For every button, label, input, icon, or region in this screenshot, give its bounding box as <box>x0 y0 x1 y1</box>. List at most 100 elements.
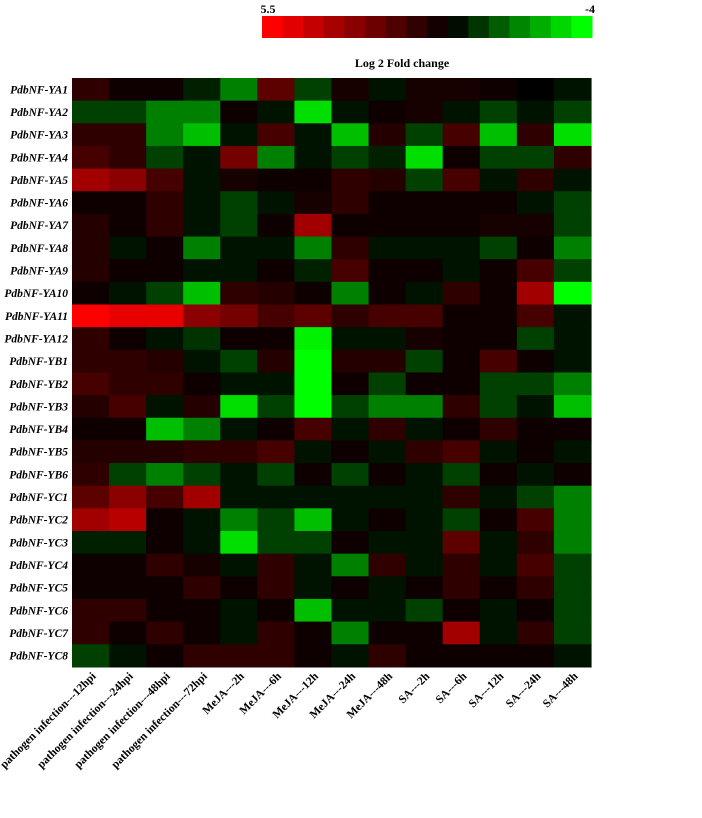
heatmap-cell <box>183 485 221 509</box>
heatmap-cell <box>331 123 370 147</box>
heatmap-cell <box>294 417 333 441</box>
heatmap-cell <box>479 598 518 623</box>
heatmap-cell <box>516 281 555 306</box>
row-label: PdbNF-YA4 <box>10 152 68 164</box>
heatmap-cell <box>109 553 147 577</box>
heatmap-cell <box>368 576 407 600</box>
heatmap-cell <box>109 576 147 600</box>
heatmap-cell <box>257 145 296 170</box>
heatmap-cell <box>183 259 221 283</box>
heatmap-cell <box>72 576 110 600</box>
heatmap-cell <box>146 485 184 509</box>
heatmap-cell <box>220 281 258 306</box>
color-scale-step <box>530 16 552 38</box>
heatmap-cell <box>183 100 221 124</box>
heatmap-cell <box>442 100 481 124</box>
heatmap-cell <box>220 213 258 238</box>
heatmap-cell <box>331 304 370 328</box>
heatmap-cell <box>257 531 296 555</box>
heatmap-cell <box>146 349 184 374</box>
heatmap-cell <box>405 621 444 645</box>
heatmap-cell <box>368 508 407 532</box>
heatmap-cell <box>516 644 555 668</box>
heatmap-cell <box>146 281 184 306</box>
column-label: SA---24h <box>504 670 544 710</box>
heatmap-cell <box>405 327 444 351</box>
heatmap-cell <box>220 304 258 328</box>
heatmap-cell <box>368 281 407 306</box>
heatmap-cell <box>516 417 555 441</box>
heatmap-cell <box>331 644 370 668</box>
heatmap-cell <box>331 100 370 124</box>
heatmap-cell <box>72 553 110 577</box>
heatmap-cell <box>479 281 518 306</box>
heatmap-cell <box>553 213 592 238</box>
heatmap-cell <box>442 395 481 419</box>
heatmap-cell <box>257 372 296 396</box>
heatmap-cell <box>146 259 184 283</box>
row-label: PdbNF-YA11 <box>5 311 68 323</box>
heatmap-cell <box>257 213 296 238</box>
heatmap-cell <box>368 531 407 555</box>
heatmap-cell <box>220 644 258 668</box>
heatmap-cell <box>109 349 147 374</box>
row-label: PdbNF-YC7 <box>9 628 69 640</box>
heatmap-cell <box>368 372 407 396</box>
heatmap-cell <box>72 440 110 464</box>
heatmap-cell <box>294 191 333 215</box>
heatmap-cell <box>479 508 518 532</box>
heatmap-cell <box>553 78 592 102</box>
heatmap-cell <box>442 417 481 441</box>
heatmap-cell <box>479 78 518 102</box>
heatmap-cell <box>146 145 184 170</box>
color-scale-step <box>406 16 428 38</box>
heatmap-cell <box>442 168 481 192</box>
heatmap-cell <box>516 463 555 487</box>
heatmap-cell <box>516 168 555 192</box>
heatmap-cell <box>72 236 110 260</box>
row-label: PdbNF-YB5 <box>9 447 68 459</box>
heatmap-cell <box>146 191 184 215</box>
scale-min-label: 5.5 <box>261 2 276 16</box>
heatmap-cell <box>553 463 592 487</box>
heatmap-cell <box>516 485 555 509</box>
heatmap-cell <box>442 372 481 396</box>
heatmap-cell <box>183 417 221 441</box>
heatmap-cell <box>294 553 333 577</box>
row-label: PdbNF-YB1 <box>9 356 68 368</box>
heatmap-cell <box>183 123 221 147</box>
heatmap-cell <box>183 576 221 600</box>
heatmap-cell <box>479 531 518 555</box>
heatmap-cell <box>405 417 444 441</box>
heatmap-cells <box>72 78 592 668</box>
row-labels: PdbNF-YA1 PdbNF-YA2 PdbNF-YA3 PdbNF-YA4 PdbN… <box>4 84 69 662</box>
heatmap-cell <box>331 485 370 509</box>
heatmap-cell <box>405 259 444 283</box>
heatmap-cell <box>294 78 333 102</box>
heatmap-cell <box>442 213 481 238</box>
heatmap-cell <box>331 417 370 441</box>
heatmap-cell <box>405 553 444 577</box>
heatmap-cell <box>109 304 147 328</box>
heatmap-cell <box>183 145 221 170</box>
heatmap-cell <box>72 281 110 306</box>
heatmap-cell <box>479 440 518 464</box>
color-scale-step <box>282 16 304 38</box>
heatmap-cell <box>72 621 110 645</box>
heatmap-cell <box>331 621 370 645</box>
heatmap-cell <box>183 598 221 623</box>
color-scale-step <box>468 16 490 38</box>
column-label: SA---6h <box>434 670 470 706</box>
heatmap-cell <box>553 168 592 192</box>
heatmap-cell <box>331 281 370 306</box>
heatmap-cell <box>72 508 110 532</box>
heatmap-cell <box>294 644 333 668</box>
heatmap-cell <box>516 531 555 555</box>
heatmap-cell <box>220 327 258 351</box>
row-label: PdbNF-YA8 <box>10 243 68 255</box>
heatmap-cell <box>405 372 444 396</box>
heatmap-cell <box>331 553 370 577</box>
color-scale-step <box>303 16 325 38</box>
heatmap-cell <box>368 78 407 102</box>
